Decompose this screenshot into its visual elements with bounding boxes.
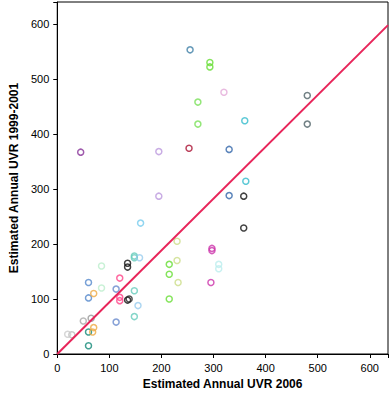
svg-text:200: 200 — [31, 238, 49, 250]
svg-text:400: 400 — [256, 362, 274, 374]
svg-text:600: 600 — [361, 362, 379, 374]
svg-text:0: 0 — [43, 348, 49, 360]
svg-text:100: 100 — [100, 362, 118, 374]
svg-text:400: 400 — [31, 128, 49, 140]
svg-text:0: 0 — [54, 362, 60, 374]
svg-text:300: 300 — [204, 362, 222, 374]
svg-text:600: 600 — [31, 18, 49, 30]
svg-text:Estimated Annual UVR 2006: Estimated Annual UVR 2006 — [143, 377, 303, 391]
svg-text:500: 500 — [309, 362, 327, 374]
svg-text:500: 500 — [31, 73, 49, 85]
svg-text:200: 200 — [152, 362, 170, 374]
svg-text:300: 300 — [31, 183, 49, 195]
svg-text:100: 100 — [31, 293, 49, 305]
svg-text:Estimated Annual UVR 1999-2001: Estimated Annual UVR 1999-2001 — [7, 83, 21, 274]
